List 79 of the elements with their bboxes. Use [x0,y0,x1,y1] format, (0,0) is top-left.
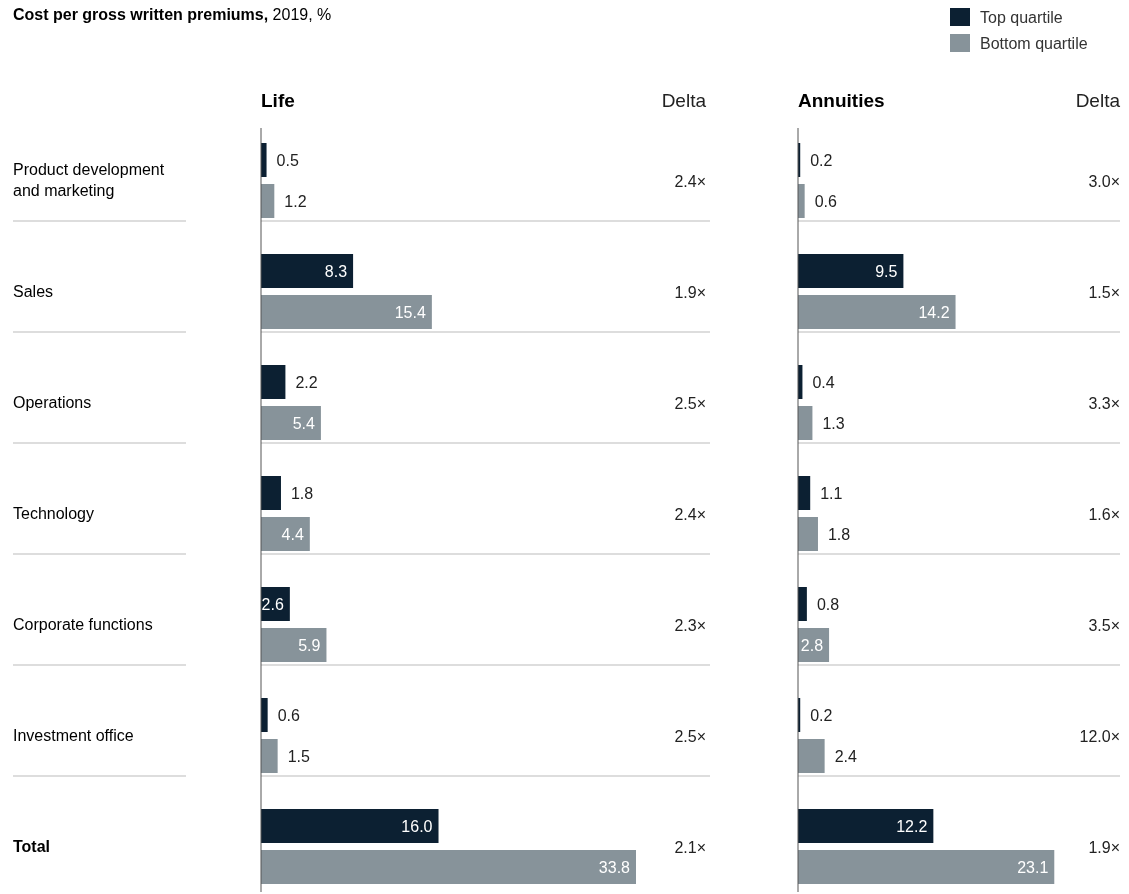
data-label: 0.6 [277,707,300,724]
bar [261,517,310,551]
text: Delta [661,90,707,111]
data-label: 9.5 [875,263,898,280]
bar [261,295,432,329]
data-label: 0.6 [814,193,837,210]
chart-title: Cost per gross written premiums, 2019, % [13,6,332,23]
bar [261,850,636,884]
y-tick-label: Sales [13,282,54,300]
y-tick-label: Operations [13,393,92,411]
text: 2.4× [674,505,706,523]
data-label: 1.5 [287,748,310,765]
data-label: 15.4 [394,304,426,321]
data-label: 1.3 [822,415,845,432]
bar [798,254,904,288]
data-label: 5.9 [298,637,321,654]
bar [261,254,354,288]
text: 1.5× [1088,283,1120,301]
data-label: 1.8 [290,485,314,502]
text: 1.6× [1088,505,1120,523]
data-label: 16.0 [401,818,433,835]
y-tick-label: Product development and marketing [13,161,165,199]
bar [261,628,327,662]
data-label: 0.8 [816,596,840,613]
chart-subtitle: Annuities [798,90,885,111]
bar [798,739,825,773]
legend-label: Bottom quartile [980,35,1088,52]
data-label: 14.2 [918,304,950,321]
data-label: 2.4 [834,748,857,765]
bar [798,809,934,843]
bar [261,365,286,399]
y-tick-label: Investment office [13,726,134,744]
bar [261,476,281,510]
data-label: 33.8 [598,859,631,876]
data-label: 1.2 [284,193,307,210]
bar [798,587,807,621]
text: 2.1× [674,838,706,856]
bar [261,698,268,732]
data-label: 2.8 [800,637,824,654]
data-label: 2.2 [295,374,318,391]
bar [798,850,1055,884]
text: 3.0× [1088,172,1120,190]
data-label: 0.2 [810,707,833,724]
text: 3.5× [1088,616,1120,634]
text: Delta [1075,90,1121,111]
text: 2.4× [674,172,706,190]
y-tick-label: Technology [13,504,94,522]
data-label: 12.2 [896,818,928,835]
data-label: 1.1 [820,485,843,502]
data-label: 0.5 [276,152,299,169]
chart-subtitle: Life [261,90,295,111]
legend-label: Top quartile [980,9,1063,26]
data-label: 8.3 [324,263,348,280]
bar [798,406,813,440]
bar [261,739,278,773]
data-label: 0.4 [812,374,835,391]
data-label: 4.4 [281,526,304,543]
bar [798,517,818,551]
data-label: 2.6 [261,596,284,613]
bar [261,809,439,843]
bar [261,406,321,440]
text: 3.3× [1088,394,1120,412]
data-label: 0.2 [810,152,833,169]
text: 2.5× [674,394,706,412]
text: 2.3× [674,616,706,634]
text: 1.9× [1088,838,1120,856]
bar [261,184,275,218]
bar [261,143,267,177]
data-label: 1.8 [827,526,851,543]
text: 1.9× [674,283,706,301]
data-label: 5.4 [292,415,316,432]
y-tick-label: Total [13,837,51,855]
bar [798,184,805,218]
y-tick-label: Corporate functions [13,615,153,633]
text: 2.5× [674,727,706,745]
bar [798,295,956,329]
text: 12.0× [1079,727,1120,745]
bar [798,476,811,510]
data-label: 23.1 [1017,859,1049,876]
